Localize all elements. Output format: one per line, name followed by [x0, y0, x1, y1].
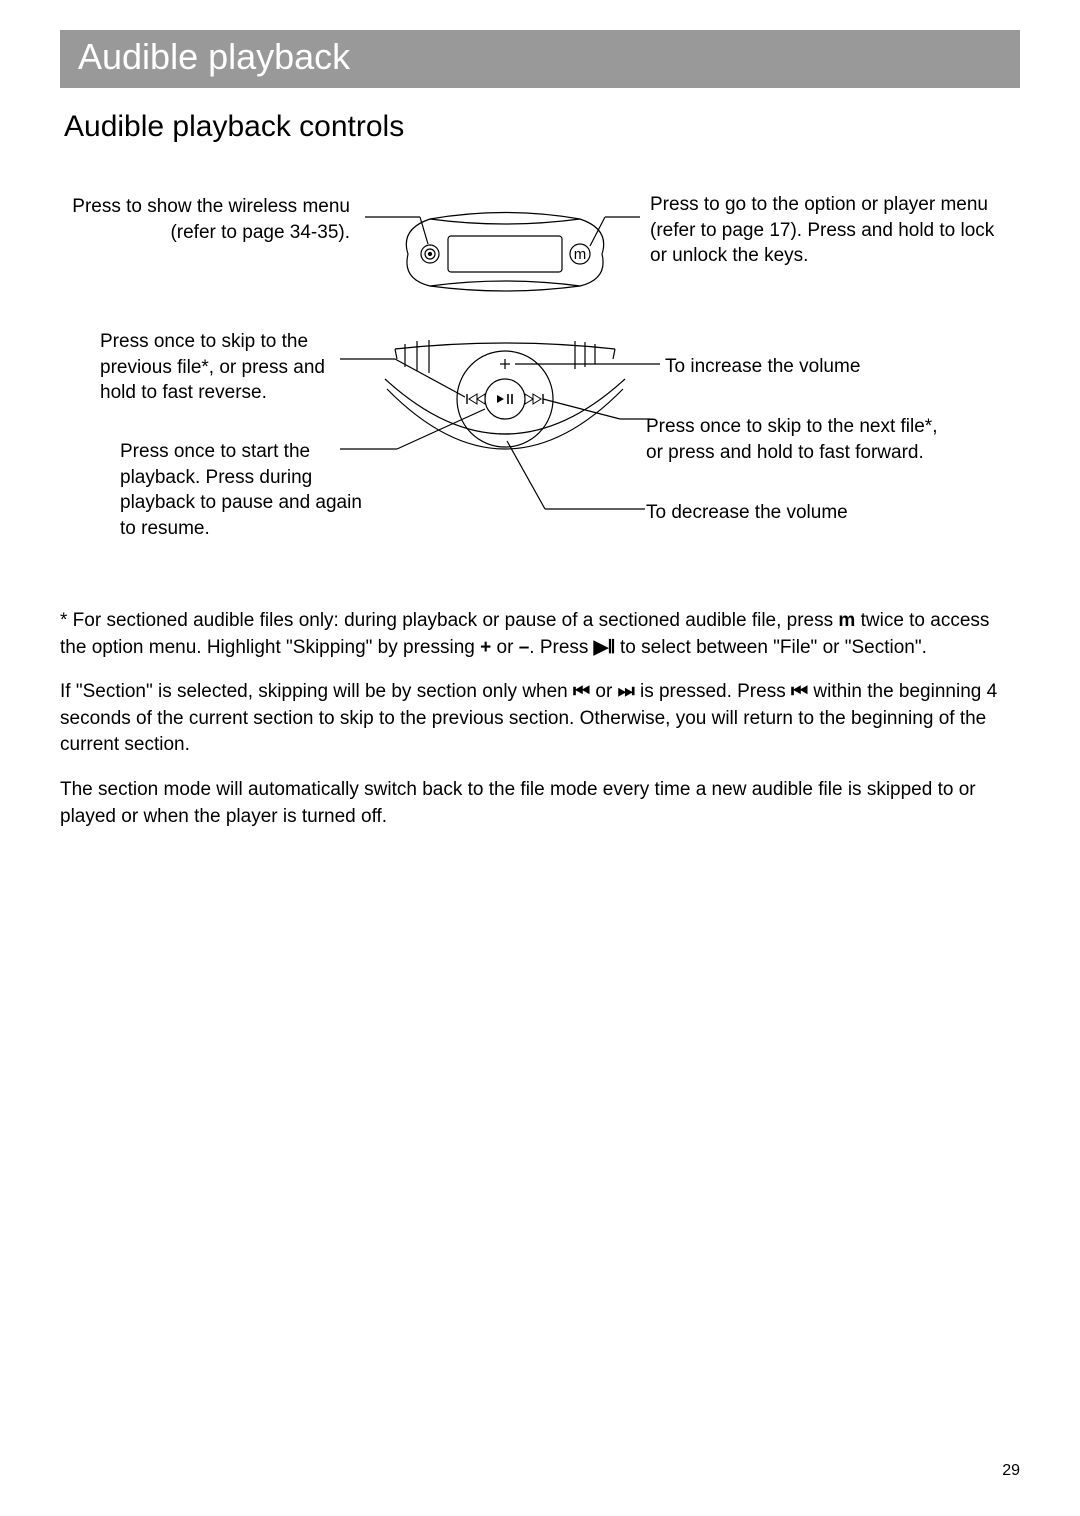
- page-content: Audible playback Audible playback contro…: [0, 0, 1080, 888]
- section-subtitle: Audible playback controls: [60, 110, 1020, 144]
- prev-glyph-2: ⏮: [791, 681, 808, 702]
- paragraph-1: * For sectioned audible files only: duri…: [60, 608, 1020, 661]
- plus-icon: [500, 359, 510, 369]
- paragraph-3: The section mode will automatically swit…: [60, 777, 1020, 830]
- callout-next: Press once to skip to the next file*, or…: [646, 414, 946, 465]
- callout-menu: Press to go to the option or player menu…: [650, 192, 1010, 269]
- callout-volup: To increase the volume: [665, 354, 965, 380]
- prev-glyph: ⏮: [573, 681, 590, 702]
- prev-icon: [467, 394, 485, 404]
- callout-prev: Press once to skip to the previous file*…: [100, 329, 346, 406]
- page-title: Audible playback: [78, 36, 1002, 78]
- m-icon: m: [574, 246, 587, 263]
- body-text: * For sectioned audible files only: duri…: [60, 608, 1020, 830]
- next-icon: [525, 394, 543, 404]
- m-glyph: m: [838, 610, 855, 631]
- paragraph-2: If "Section" is selected, skipping will …: [60, 679, 1020, 759]
- device-front-diagram: [375, 329, 635, 539]
- callout-voldown: To decrease the volume: [646, 500, 946, 526]
- callout-play: Press once to start the playback. Press …: [120, 439, 366, 542]
- device-top-diagram: m: [390, 194, 620, 304]
- callout-wireless: Press to show the wireless menu (refer t…: [70, 194, 350, 245]
- diagram-area: m: [60, 174, 1020, 594]
- next-glyph: ⏭: [618, 681, 635, 702]
- title-bar: Audible playback: [60, 30, 1020, 88]
- play-pause-icon: [497, 394, 512, 404]
- minus-glyph: –: [519, 637, 530, 658]
- plus-glyph: +: [480, 637, 491, 658]
- wireless-icon: [421, 245, 439, 263]
- playpause-glyph: ▶𝍪: [594, 637, 615, 658]
- page-number: 29: [1002, 1462, 1020, 1480]
